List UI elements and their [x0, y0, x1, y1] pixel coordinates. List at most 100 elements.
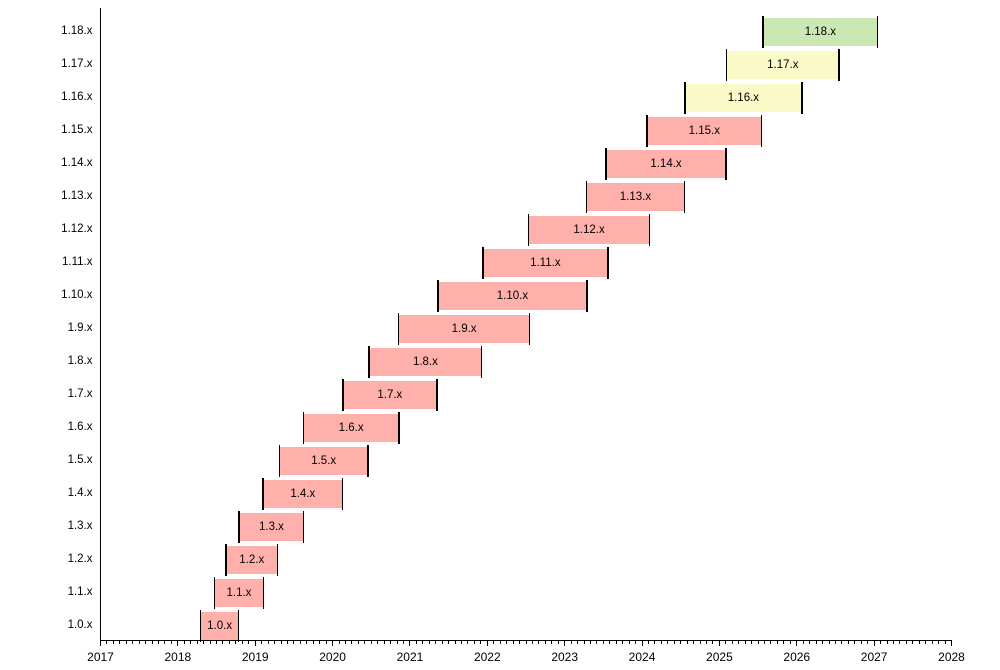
x-axis-tick-minor [415, 640, 417, 644]
y-axis-label: 1.5.x [67, 453, 93, 466]
version-bar-fill [279, 446, 369, 475]
bar-label: 1.4.x [290, 487, 316, 500]
bar-end-marker [648, 214, 651, 247]
y-axis-label: 1.16.x [61, 91, 93, 104]
bar-start-marker [342, 378, 344, 411]
bar-start-marker [725, 49, 728, 82]
bar-label: 1.17.x [767, 59, 799, 72]
bar-end-marker [760, 115, 763, 148]
bar-end-marker [398, 411, 400, 444]
bar-label: 1.6.x [338, 421, 364, 434]
x-axis-label: 2024 [628, 649, 656, 664]
version-bar-fill [586, 183, 685, 212]
x-axis-tick-minor [712, 640, 714, 644]
x-axis-tick-minor [725, 640, 727, 644]
version-bar-fill [398, 314, 530, 343]
version-bar: 1.7.x [342, 378, 438, 411]
x-axis-tick-minor [403, 640, 404, 644]
x-axis-tick-minor [306, 640, 308, 644]
x-axis-tick-major [873, 640, 875, 646]
x-axis-tick-minor [776, 640, 778, 644]
x-axis-tick-minor [925, 640, 927, 644]
x-axis-tick-minor [880, 640, 882, 644]
x-axis-tick-minor [190, 640, 192, 644]
x-axis-tick-minor [828, 640, 830, 644]
x-axis-tick-minor [699, 640, 701, 644]
x-axis-tick-minor [905, 640, 907, 644]
x-axis-tick-minor [892, 640, 894, 644]
version-bar-fill [726, 51, 840, 80]
x-axis-tick-minor [557, 640, 559, 644]
bar-start-marker [278, 444, 281, 477]
x-axis-label: 2018 [164, 649, 192, 664]
version-bar-fill [238, 512, 304, 541]
x-axis-tick-minor [390, 640, 392, 644]
x-axis-line [100, 639, 952, 641]
bar-end-marker [367, 444, 369, 477]
version-bar-fill [342, 380, 438, 409]
bar-end-marker [683, 181, 686, 214]
bar-end-marker [262, 576, 265, 609]
version-bar: 1.18.x [762, 16, 879, 49]
x-axis-tick-minor [654, 640, 656, 644]
bar-end-marker [302, 510, 305, 543]
x-axis-tick-minor [158, 640, 160, 644]
y-axis-label: 1.18.x [61, 25, 93, 38]
x-axis-tick-minor [235, 640, 237, 644]
x-axis-tick-major [486, 640, 488, 646]
x-axis-tick-minor [686, 640, 688, 644]
y-axis-label: 1.7.x [67, 387, 93, 400]
bar-end-marker [436, 378, 438, 411]
x-axis-tick-minor [370, 640, 372, 644]
version-bar: 1.6.x [302, 411, 400, 444]
bar-end-marker [725, 148, 727, 181]
x-axis-tick-major [796, 640, 798, 646]
bar-label: 1.16.x [727, 92, 760, 105]
version-bar-fill [303, 413, 400, 442]
x-axis-tick-minor [357, 640, 359, 644]
x-axis-tick-major [100, 640, 101, 646]
version-bar: 1.14.x [605, 148, 727, 181]
y-axis-label: 1.11.x [62, 256, 93, 269]
x-axis-tick-minor [577, 640, 579, 644]
version-bar-fill [262, 479, 343, 508]
bar-start-marker [437, 280, 439, 312]
x-axis-tick-minor [448, 640, 450, 644]
bar-end-marker [801, 82, 803, 115]
x-axis-label: 2026 [783, 649, 811, 664]
version-bar-fill [200, 611, 239, 640]
version-bar: 1.2.x [225, 543, 279, 576]
x-axis-tick-minor [461, 640, 463, 644]
x-axis-tick-minor [847, 640, 849, 644]
bar-start-marker [527, 214, 530, 247]
version-bar-fill [646, 117, 762, 146]
x-axis-tick-minor [261, 640, 263, 644]
x-axis-tick-minor [770, 640, 772, 644]
x-axis-tick-minor [738, 640, 740, 644]
version-bar-fill [368, 347, 482, 376]
x-axis-tick-minor [912, 640, 914, 644]
x-axis-tick-minor [841, 640, 843, 644]
bar-end-marker [876, 16, 879, 49]
x-axis-tick-minor [132, 640, 134, 644]
x-axis-tick-minor [938, 640, 940, 644]
x-axis-label: 2020 [319, 649, 346, 664]
x-axis-label: 2027 [860, 649, 888, 664]
x-axis-tick-minor [338, 640, 340, 644]
bar-label: 1.9.x [451, 322, 477, 335]
version-bar: 1.10.x [437, 280, 588, 312]
x-axis-tick-major [332, 640, 334, 646]
x-axis-tick-minor [119, 640, 121, 644]
x-axis-tick-minor [525, 640, 527, 644]
x-axis-tick-minor [286, 640, 288, 644]
x-axis-tick-minor [480, 640, 482, 644]
x-axis-tick-minor [351, 640, 353, 644]
bar-end-marker [341, 477, 344, 510]
version-bar: 1.13.x [585, 181, 686, 214]
x-axis-tick-minor [512, 640, 514, 644]
bar-label: 1.13.x [619, 191, 652, 204]
x-axis-tick-minor [473, 640, 475, 644]
x-axis-tick-minor [931, 640, 933, 644]
x-axis-tick-major [254, 640, 256, 646]
version-bar: 1.1.x [213, 576, 265, 609]
